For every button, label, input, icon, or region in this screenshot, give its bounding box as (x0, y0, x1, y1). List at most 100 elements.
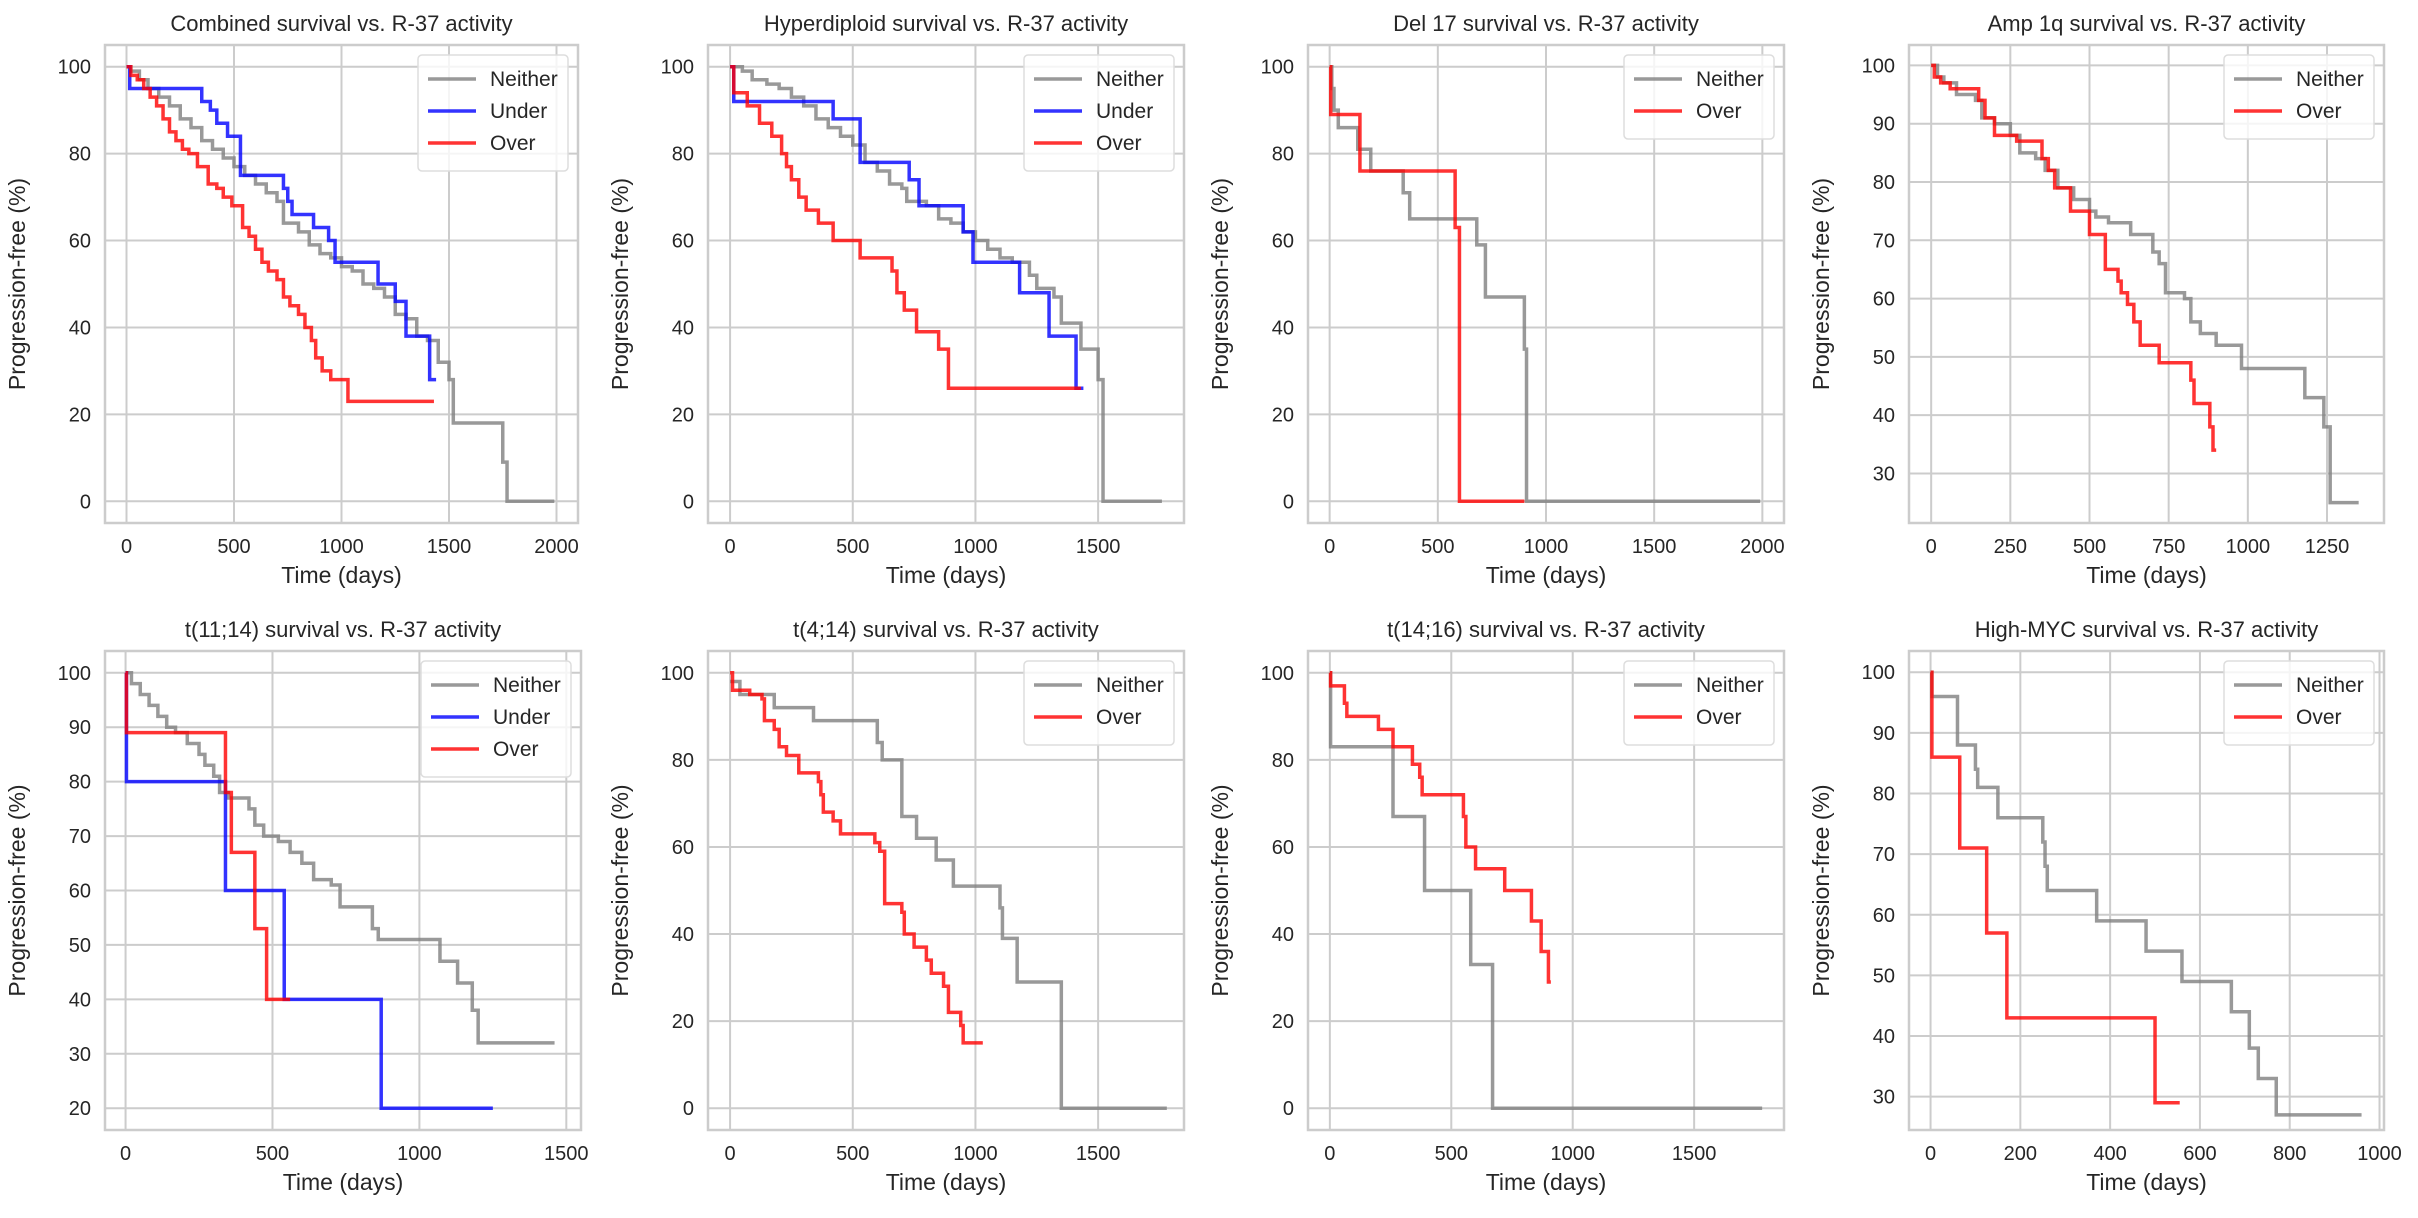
y-tick-label: 90 (69, 717, 91, 739)
x-axis-label: Time (days) (886, 562, 1007, 588)
subplot-title: Del 17 survival vs. R-37 activity (1393, 11, 1699, 36)
x-tick-label: 1000 (2226, 536, 2271, 558)
curve-neither (730, 64, 1162, 504)
y-axis-label: Progression-free (%) (1808, 784, 1834, 996)
y-tick-label: 40 (69, 317, 91, 339)
y-tick-label: 90 (1873, 114, 1895, 136)
curve-under (126, 64, 437, 382)
y-tick-label: 90 (1873, 723, 1895, 745)
x-tick-label: 750 (2152, 536, 2185, 558)
legend-box (1023, 660, 1175, 746)
legend-label: Neither (490, 68, 558, 91)
y-tick-label: 50 (1873, 347, 1895, 369)
y-tick-label: 60 (672, 231, 694, 253)
x-tick-label: 1250 (2305, 536, 2350, 558)
legend: Neither Over (1623, 660, 1775, 746)
y-tick-label: 80 (1873, 172, 1895, 194)
x-tick-label: 0 (1324, 1143, 1335, 1165)
y-tick-label: 40 (672, 924, 694, 946)
y-tick-label: 40 (1272, 317, 1294, 339)
curve-neither (1329, 64, 1761, 504)
y-tick-label: 100 (58, 663, 91, 685)
x-tick-label: 1500 (1672, 1143, 1717, 1165)
x-axis-label: Time (days) (1486, 562, 1607, 588)
x-tick-label: 0 (121, 536, 132, 558)
y-tick-label: 40 (1272, 924, 1294, 946)
legend-label: Neither (1096, 674, 1164, 697)
y-tick-label: 100 (1261, 663, 1294, 685)
subplot-4: 0 250 500 750 1000 1250 30 40 50 60 70 80 90 100 Amp 1… (1808, 11, 2386, 588)
subplot-title: High-MYC survival vs. R-37 activity (1975, 617, 2319, 642)
legend: Neither Over (2223, 54, 2375, 140)
x-tick-label: 400 (2093, 1143, 2126, 1165)
y-tick-label: 80 (672, 750, 694, 772)
x-tick-label: 1000 (319, 536, 364, 558)
x-tick-label: 500 (256, 1143, 289, 1165)
legend-box (2223, 54, 2375, 140)
x-axis-label: Time (days) (2086, 1169, 2207, 1195)
legend-label: Over (1096, 132, 1142, 155)
x-tick-label: 250 (1994, 536, 2027, 558)
y-tick-label: 20 (69, 1098, 91, 1120)
curve-over (1328, 64, 1525, 504)
y-axis-label: Progression-free (%) (607, 178, 633, 390)
axes-frame (1306, 649, 1786, 1132)
x-tick-label: 0 (120, 1143, 131, 1165)
legend-label: Under (1096, 100, 1153, 123)
y-tick-label: 40 (1873, 1026, 1895, 1048)
subplot-8: 0 200 400 600 800 1000 30 40 50 60 70 80 90 100 High-M… (1808, 617, 2402, 1195)
y-tick-label: 60 (1873, 289, 1895, 311)
x-tick-label: 1500 (1632, 536, 1677, 558)
legend-label: Over (1696, 706, 1742, 729)
curve-under (730, 64, 1084, 391)
y-tick-label: 20 (672, 1011, 694, 1033)
y-tick-label: 60 (1272, 231, 1294, 253)
y-tick-label: 30 (1873, 463, 1895, 485)
curve-neither (1930, 670, 2362, 1117)
x-tick-label: 500 (836, 536, 869, 558)
x-tick-label: 1000 (953, 1143, 998, 1165)
curve-over (730, 64, 1081, 391)
y-axis-label: Progression-free (%) (1207, 784, 1233, 996)
x-tick-label: 2000 (1740, 536, 1785, 558)
legend: Neither Under Over (1023, 54, 1175, 172)
x-tick-label: 2000 (534, 536, 579, 558)
y-tick-label: 100 (661, 663, 694, 685)
subplot-title: t(11;14) survival vs. R-37 activity (185, 617, 501, 642)
subplot-title: t(4;14) survival vs. R-37 activity (793, 617, 1099, 642)
legend-label: Neither (1696, 674, 1764, 697)
x-tick-label: 1500 (544, 1143, 589, 1165)
y-tick-label: 0 (1283, 491, 1294, 513)
y-axis-label: Progression-free (%) (1207, 178, 1233, 390)
y-tick-label: 40 (672, 317, 694, 339)
subplot-3: 0 500 1000 1500 2000 0 20 40 60 80 100 Del 17 survi… (1207, 11, 1786, 588)
curve-neither (1328, 671, 1763, 1110)
y-tick-label: 60 (69, 231, 91, 253)
x-tick-label: 200 (2004, 1143, 2037, 1165)
subplot-6: 0 500 1000 1500 0 20 40 60 80 100 t(4;14) survival… (607, 617, 1186, 1195)
y-tick-label: 80 (1272, 750, 1294, 772)
y-tick-label: 100 (661, 57, 694, 79)
axes-frame (103, 649, 583, 1132)
axes-frame (1907, 43, 2386, 525)
subplot-5: 0 500 1000 1500 20 30 40 50 60 70 80 90 100 t(11;14) … (4, 617, 589, 1195)
x-tick-label: 0 (1925, 1143, 1936, 1165)
legend-box (1623, 54, 1775, 140)
y-axis-label: Progression-free (%) (4, 784, 30, 996)
x-tick-label: 1000 (1524, 536, 1569, 558)
legend-label: Neither (1096, 68, 1164, 91)
axes-frame (1306, 43, 1786, 525)
y-tick-label: 80 (672, 144, 694, 166)
curve-over (124, 671, 291, 1002)
y-tick-label: 40 (1873, 405, 1895, 427)
y-axis-label: Progression-free (%) (607, 784, 633, 996)
y-tick-label: 100 (1862, 662, 1895, 684)
subplot-1: 0 500 1000 1500 2000 0 20 40 60 80 100 Combined sur… (4, 11, 580, 588)
subplot-title: Hyperdiploid survival vs. R-37 activity (764, 11, 1128, 36)
curve-over (730, 671, 983, 1045)
axes-frame (103, 43, 580, 525)
x-tick-label: 1500 (1076, 536, 1121, 558)
y-tick-label: 80 (1272, 144, 1294, 166)
subplot-title: t(14;16) survival vs. R-37 activity (1387, 617, 1705, 642)
y-tick-label: 100 (1862, 55, 1895, 77)
